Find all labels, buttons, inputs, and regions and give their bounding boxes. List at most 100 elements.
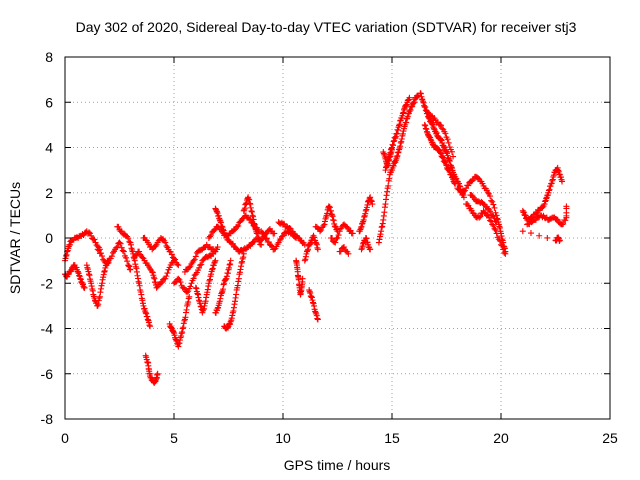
data-point bbox=[119, 247, 126, 254]
data-point bbox=[337, 248, 344, 255]
data-point bbox=[544, 234, 551, 241]
data-point bbox=[489, 198, 496, 205]
data-point bbox=[235, 222, 242, 229]
data-point bbox=[406, 94, 413, 101]
data-point bbox=[448, 148, 455, 155]
data-point bbox=[186, 264, 193, 271]
data-point bbox=[81, 284, 88, 291]
data-point bbox=[278, 233, 285, 240]
x-tick-label: 0 bbox=[61, 430, 69, 446]
data-point bbox=[491, 215, 498, 222]
data-point bbox=[123, 254, 130, 261]
data-point bbox=[438, 122, 445, 129]
data-point bbox=[211, 227, 218, 234]
y-tick-label: 2 bbox=[45, 185, 53, 201]
data-point bbox=[460, 188, 467, 195]
data-point bbox=[484, 189, 491, 196]
data-point bbox=[349, 230, 356, 237]
data-point bbox=[152, 243, 159, 250]
axis-ticks: 0 5 10 15 20 25 -8 -6 -4 -2 0 2 4 6 8 bbox=[41, 49, 618, 446]
data-point bbox=[389, 146, 395, 153]
data-point bbox=[492, 209, 499, 216]
data-point bbox=[147, 265, 154, 272]
data-point bbox=[113, 244, 120, 251]
data-point bbox=[481, 209, 488, 216]
data-point bbox=[442, 130, 449, 137]
data-point bbox=[105, 259, 112, 266]
data-point bbox=[488, 197, 495, 204]
data-point bbox=[208, 232, 215, 239]
data-point bbox=[317, 228, 324, 235]
data-point bbox=[97, 250, 104, 257]
data-point bbox=[492, 218, 499, 225]
data-point bbox=[99, 253, 106, 260]
x-tick-label: 20 bbox=[493, 430, 509, 446]
data-point bbox=[120, 248, 127, 255]
data-point bbox=[465, 182, 472, 189]
data-point bbox=[230, 227, 237, 234]
y-tick-label: 0 bbox=[45, 230, 53, 246]
data-point bbox=[559, 178, 566, 185]
data-point bbox=[492, 226, 499, 233]
data-point bbox=[475, 175, 482, 182]
data-point bbox=[314, 246, 321, 253]
y-tick-label: -6 bbox=[41, 366, 54, 382]
data-point bbox=[563, 203, 570, 210]
data-point bbox=[332, 239, 339, 246]
data-point bbox=[491, 225, 498, 232]
data-point bbox=[502, 250, 509, 257]
data-point bbox=[157, 280, 164, 287]
data-point bbox=[336, 228, 343, 235]
data-point bbox=[423, 108, 430, 115]
data-point bbox=[460, 194, 467, 201]
data-point bbox=[329, 234, 336, 241]
data-point bbox=[341, 244, 348, 251]
data-point bbox=[153, 284, 160, 291]
data-point bbox=[104, 260, 111, 267]
data-point bbox=[560, 220, 567, 227]
data-point bbox=[335, 232, 342, 239]
data-point bbox=[527, 230, 534, 237]
data-point bbox=[124, 258, 131, 265]
data-point bbox=[381, 209, 388, 216]
data-point bbox=[116, 239, 123, 246]
data-point bbox=[493, 219, 500, 226]
data-point bbox=[115, 223, 122, 230]
data-point bbox=[191, 256, 198, 263]
data-point bbox=[254, 230, 261, 237]
x-axis-label: GPS time / hours bbox=[284, 457, 391, 473]
data-point bbox=[212, 257, 219, 264]
y-tick-label: 6 bbox=[45, 94, 53, 110]
data-point bbox=[184, 289, 191, 296]
data-point bbox=[175, 275, 182, 282]
y-tick-label: -8 bbox=[41, 411, 54, 427]
data-point bbox=[276, 237, 283, 244]
data-point bbox=[185, 288, 192, 295]
data-point bbox=[133, 251, 140, 258]
data-point bbox=[259, 236, 266, 243]
data-point bbox=[154, 370, 161, 377]
data-point bbox=[190, 275, 197, 282]
data-point bbox=[259, 229, 266, 236]
data-point bbox=[127, 266, 134, 273]
data-point bbox=[186, 293, 193, 300]
x-tick-label: 15 bbox=[384, 430, 400, 446]
data-point bbox=[263, 235, 270, 242]
data-point bbox=[258, 237, 265, 244]
data-point bbox=[139, 254, 146, 261]
data-point bbox=[229, 240, 236, 247]
data-point bbox=[299, 275, 306, 282]
data-point bbox=[493, 230, 500, 237]
data-point bbox=[477, 213, 484, 220]
data-point bbox=[450, 153, 457, 160]
data-point bbox=[464, 201, 471, 208]
data-point bbox=[177, 279, 184, 286]
data-point bbox=[501, 249, 508, 256]
data-point bbox=[556, 237, 563, 244]
data-point bbox=[94, 246, 101, 253]
data-point bbox=[369, 201, 376, 208]
data-point bbox=[125, 235, 132, 242]
data-point bbox=[265, 239, 272, 246]
data-point bbox=[85, 229, 92, 236]
data-point bbox=[286, 225, 293, 232]
